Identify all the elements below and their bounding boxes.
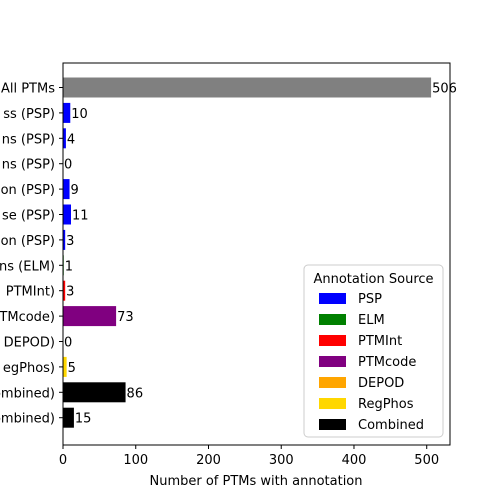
- bar: [63, 229, 66, 250]
- y-tick-label: se (PSP): [2, 209, 55, 224]
- y-tick-label: on (PSP): [1, 234, 55, 249]
- y-tick-label: ombined): [0, 412, 55, 427]
- bar: [63, 102, 71, 123]
- legend-entry-label: PTMcode: [358, 355, 416, 370]
- bar: [63, 280, 66, 301]
- bar-value-label: 3: [66, 285, 74, 300]
- y-tick-label: ns (PSP): [2, 158, 55, 173]
- y-tick-label: egPhos): [3, 361, 55, 376]
- bar-value-label: 0: [64, 158, 72, 173]
- bar: [63, 407, 74, 428]
- bar-value-label: 0: [64, 336, 72, 351]
- bar-value-label: 4: [67, 132, 75, 147]
- bar: [63, 204, 72, 225]
- y-axis-ticks: All PTMs ss (PSP) ns (PSP) ns (PSP) on (PSP)…: [0, 82, 63, 427]
- bars-layer: 506 10 4 0 9 11 3 1 3 73 0 5 86 15: [63, 77, 457, 428]
- legend-title: Annotation Source: [313, 272, 433, 287]
- bar-value-label: 11: [72, 209, 89, 224]
- bar-value-label: 5: [68, 361, 76, 376]
- x-tick-label: 100: [123, 453, 148, 468]
- legend-box: [303, 264, 444, 438]
- legend-swatch: [319, 314, 346, 325]
- legend-swatch: [319, 377, 346, 388]
- plot-frame: [62, 62, 451, 446]
- x-axis-label: Number of PTMs with annotation: [150, 474, 363, 489]
- bar-value-label: 1: [65, 259, 73, 274]
- y-tick-label: ns (ELM): [0, 259, 55, 274]
- x-tick-label: 300: [269, 453, 294, 468]
- legend-entry-label: RegPhos: [358, 397, 414, 412]
- legend-entry-label: Combined: [358, 418, 424, 433]
- x-tick-label: 200: [196, 453, 221, 468]
- legend-entry-label: PSP: [358, 292, 382, 307]
- legend-swatch: [319, 293, 346, 304]
- bar-value-label: 506: [432, 82, 457, 97]
- legend-entry-label: ELM: [358, 313, 385, 328]
- x-tick-label: 0: [59, 453, 67, 468]
- y-tick-label: All PTMs: [1, 82, 55, 97]
- bar-value-label: 9: [71, 183, 79, 198]
- y-tick-label: on (PSP): [1, 183, 55, 198]
- y-tick-label: PTMInt): [6, 285, 55, 300]
- y-tick-label: ns (PSP): [2, 132, 55, 147]
- y-tick-label: ombined): [0, 386, 55, 401]
- y-tick-label: DEPOD): [4, 336, 55, 351]
- legend-swatch: [319, 398, 346, 409]
- bar-value-label: 15: [75, 412, 92, 427]
- x-tick-label: 500: [414, 453, 439, 468]
- bar: [63, 356, 67, 377]
- x-tick-label: 400: [342, 453, 367, 468]
- legend-swatch: [319, 335, 346, 346]
- bar: [63, 128, 66, 149]
- legend-swatch: [319, 356, 346, 367]
- legend-entry-label: DEPOD: [358, 376, 404, 391]
- bar: [63, 77, 432, 98]
- x-axis-ticks: 0 100 200 300 400 500: [59, 445, 439, 468]
- y-tick-label: ss (PSP): [3, 107, 55, 122]
- bar-value-label: 86: [127, 386, 144, 401]
- legend: Annotation Source PSP ELM PTMInt PTMcode DEPO…: [303, 264, 444, 438]
- axes-frame: [62, 62, 451, 446]
- legend-swatch: [319, 419, 346, 430]
- bar: [63, 179, 70, 200]
- legend-entry-label: PTMInt: [358, 334, 402, 349]
- bar-value-label: 73: [117, 310, 134, 325]
- y-tick-label: TMcode): [0, 310, 55, 325]
- bar: [63, 306, 117, 327]
- bar-value-label: 3: [66, 234, 74, 249]
- bar-value-label: 10: [71, 107, 88, 122]
- bar: [63, 382, 126, 403]
